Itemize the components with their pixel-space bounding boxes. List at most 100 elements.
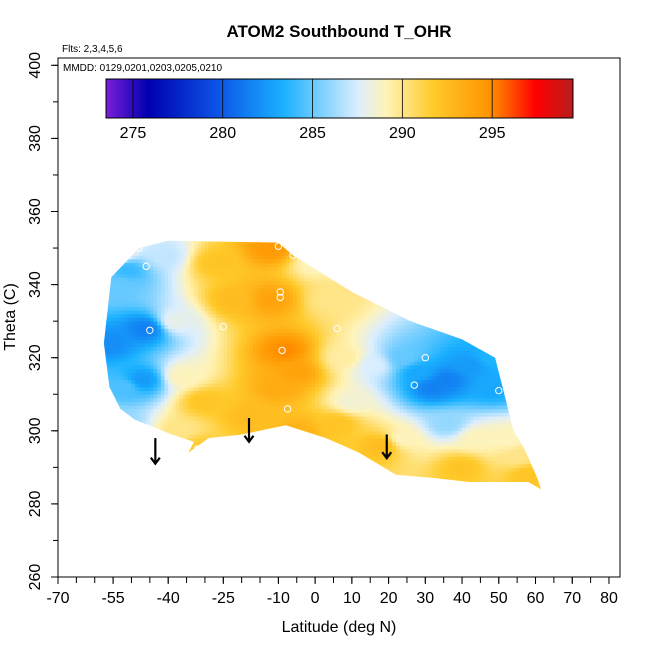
heatmap-cell bbox=[230, 284, 235, 289]
heatmap-cell bbox=[278, 313, 283, 318]
heatmap-cell bbox=[344, 438, 349, 443]
heatmap-cell bbox=[127, 324, 132, 329]
heatmap-cell bbox=[182, 463, 187, 468]
heatmap-cell bbox=[197, 438, 202, 443]
heatmap-cell bbox=[234, 313, 239, 318]
heatmap-cell bbox=[285, 368, 290, 373]
heatmap-cell bbox=[285, 452, 290, 457]
heatmap-cell bbox=[351, 372, 356, 377]
heatmap-cell bbox=[105, 456, 110, 461]
heatmap-cell bbox=[300, 310, 305, 315]
heatmap-cell bbox=[348, 383, 353, 388]
heatmap-cell bbox=[245, 332, 250, 337]
heatmap-cell bbox=[322, 317, 327, 322]
heatmap-cell bbox=[271, 430, 276, 435]
heatmap-cell bbox=[245, 383, 250, 388]
heatmap-cell bbox=[234, 383, 239, 388]
heatmap-cell bbox=[315, 386, 320, 391]
heatmap-cell bbox=[263, 416, 268, 421]
heatmap-cell bbox=[219, 302, 224, 307]
heatmap-cell bbox=[208, 456, 213, 461]
heatmap-cell bbox=[124, 299, 129, 304]
heatmap-cell bbox=[355, 460, 360, 465]
heatmap-cell bbox=[315, 372, 320, 377]
heatmap-cell bbox=[153, 405, 158, 410]
heatmap-cell bbox=[311, 463, 316, 468]
heatmap-cell bbox=[179, 302, 184, 307]
heatmap-cell bbox=[157, 489, 162, 490]
heatmap-cell bbox=[201, 412, 206, 417]
heatmap-cell bbox=[131, 408, 136, 413]
heatmap-cell bbox=[271, 489, 276, 490]
heatmap-cell bbox=[186, 306, 191, 311]
heatmap-cell bbox=[120, 240, 125, 242]
heatmap-cell bbox=[234, 291, 239, 296]
heatmap-cell bbox=[182, 478, 187, 483]
heatmap-cell bbox=[252, 405, 257, 410]
heatmap-cell bbox=[201, 383, 206, 388]
heatmap-cell bbox=[245, 339, 250, 344]
heatmap-cell bbox=[263, 412, 268, 417]
heatmap-cell bbox=[271, 463, 276, 468]
heatmap-cell bbox=[237, 240, 243, 242]
heatmap-cell bbox=[160, 368, 165, 373]
heatmap-cell bbox=[337, 354, 342, 359]
heatmap-cell bbox=[351, 280, 356, 285]
heatmap-cell bbox=[171, 412, 176, 417]
heatmap-cell bbox=[355, 306, 360, 311]
heatmap-cell bbox=[237, 280, 243, 285]
heatmap-cell bbox=[190, 277, 195, 282]
heatmap-cell bbox=[219, 467, 224, 472]
heatmap-cell bbox=[322, 408, 327, 413]
heatmap-cell bbox=[282, 295, 287, 300]
heatmap-cell bbox=[282, 357, 287, 362]
heatmap-cell bbox=[201, 244, 206, 249]
heatmap-cell bbox=[351, 489, 356, 490]
heatmap-cell bbox=[230, 266, 235, 271]
heatmap-cell bbox=[245, 474, 250, 479]
heatmap-cell bbox=[164, 383, 169, 388]
heatmap-cell bbox=[124, 259, 129, 264]
heatmap-cell bbox=[131, 379, 136, 384]
heatmap-cell bbox=[263, 335, 268, 340]
heatmap-cell bbox=[241, 346, 246, 351]
heatmap-cell bbox=[337, 284, 342, 289]
heatmap-cell bbox=[138, 328, 143, 333]
heatmap-cell bbox=[204, 471, 209, 476]
heatmap-cell bbox=[344, 251, 349, 256]
heatmap-cell bbox=[171, 335, 176, 340]
heatmap-cell bbox=[241, 456, 246, 461]
heatmap-cell bbox=[256, 416, 261, 421]
heatmap-cell bbox=[160, 266, 165, 271]
heatmap-cell bbox=[190, 463, 195, 468]
heatmap-cell bbox=[333, 266, 338, 271]
heatmap-cell bbox=[193, 299, 198, 304]
heatmap-cell bbox=[344, 430, 349, 435]
heatmap-cell bbox=[135, 273, 140, 278]
heatmap-cell bbox=[131, 277, 136, 282]
heatmap-cell bbox=[337, 412, 342, 417]
heatmap-cell bbox=[208, 332, 213, 337]
heatmap-cell bbox=[333, 485, 338, 490]
heatmap-cell bbox=[127, 280, 132, 285]
heatmap-cell bbox=[256, 350, 261, 355]
heatmap-cell bbox=[282, 463, 287, 468]
heatmap-cell bbox=[260, 357, 265, 362]
heatmap-cell bbox=[311, 412, 316, 417]
heatmap-cell bbox=[164, 339, 169, 344]
heatmap-cell bbox=[267, 284, 272, 289]
heatmap-cell bbox=[157, 452, 162, 457]
heatmap-cell bbox=[109, 346, 114, 351]
heatmap-cell bbox=[300, 350, 305, 355]
heatmap-cell bbox=[300, 306, 305, 311]
heatmap-cell bbox=[131, 273, 136, 278]
heatmap-cell bbox=[355, 273, 360, 278]
heatmap-cell bbox=[171, 266, 176, 271]
heatmap-cell bbox=[326, 240, 331, 242]
heatmap-cell bbox=[326, 306, 331, 311]
heatmap-cell bbox=[326, 427, 331, 432]
heatmap-cell bbox=[171, 280, 176, 285]
heatmap-cell bbox=[215, 474, 221, 479]
heatmap-cell bbox=[103, 251, 107, 256]
heatmap-cell bbox=[127, 460, 132, 465]
